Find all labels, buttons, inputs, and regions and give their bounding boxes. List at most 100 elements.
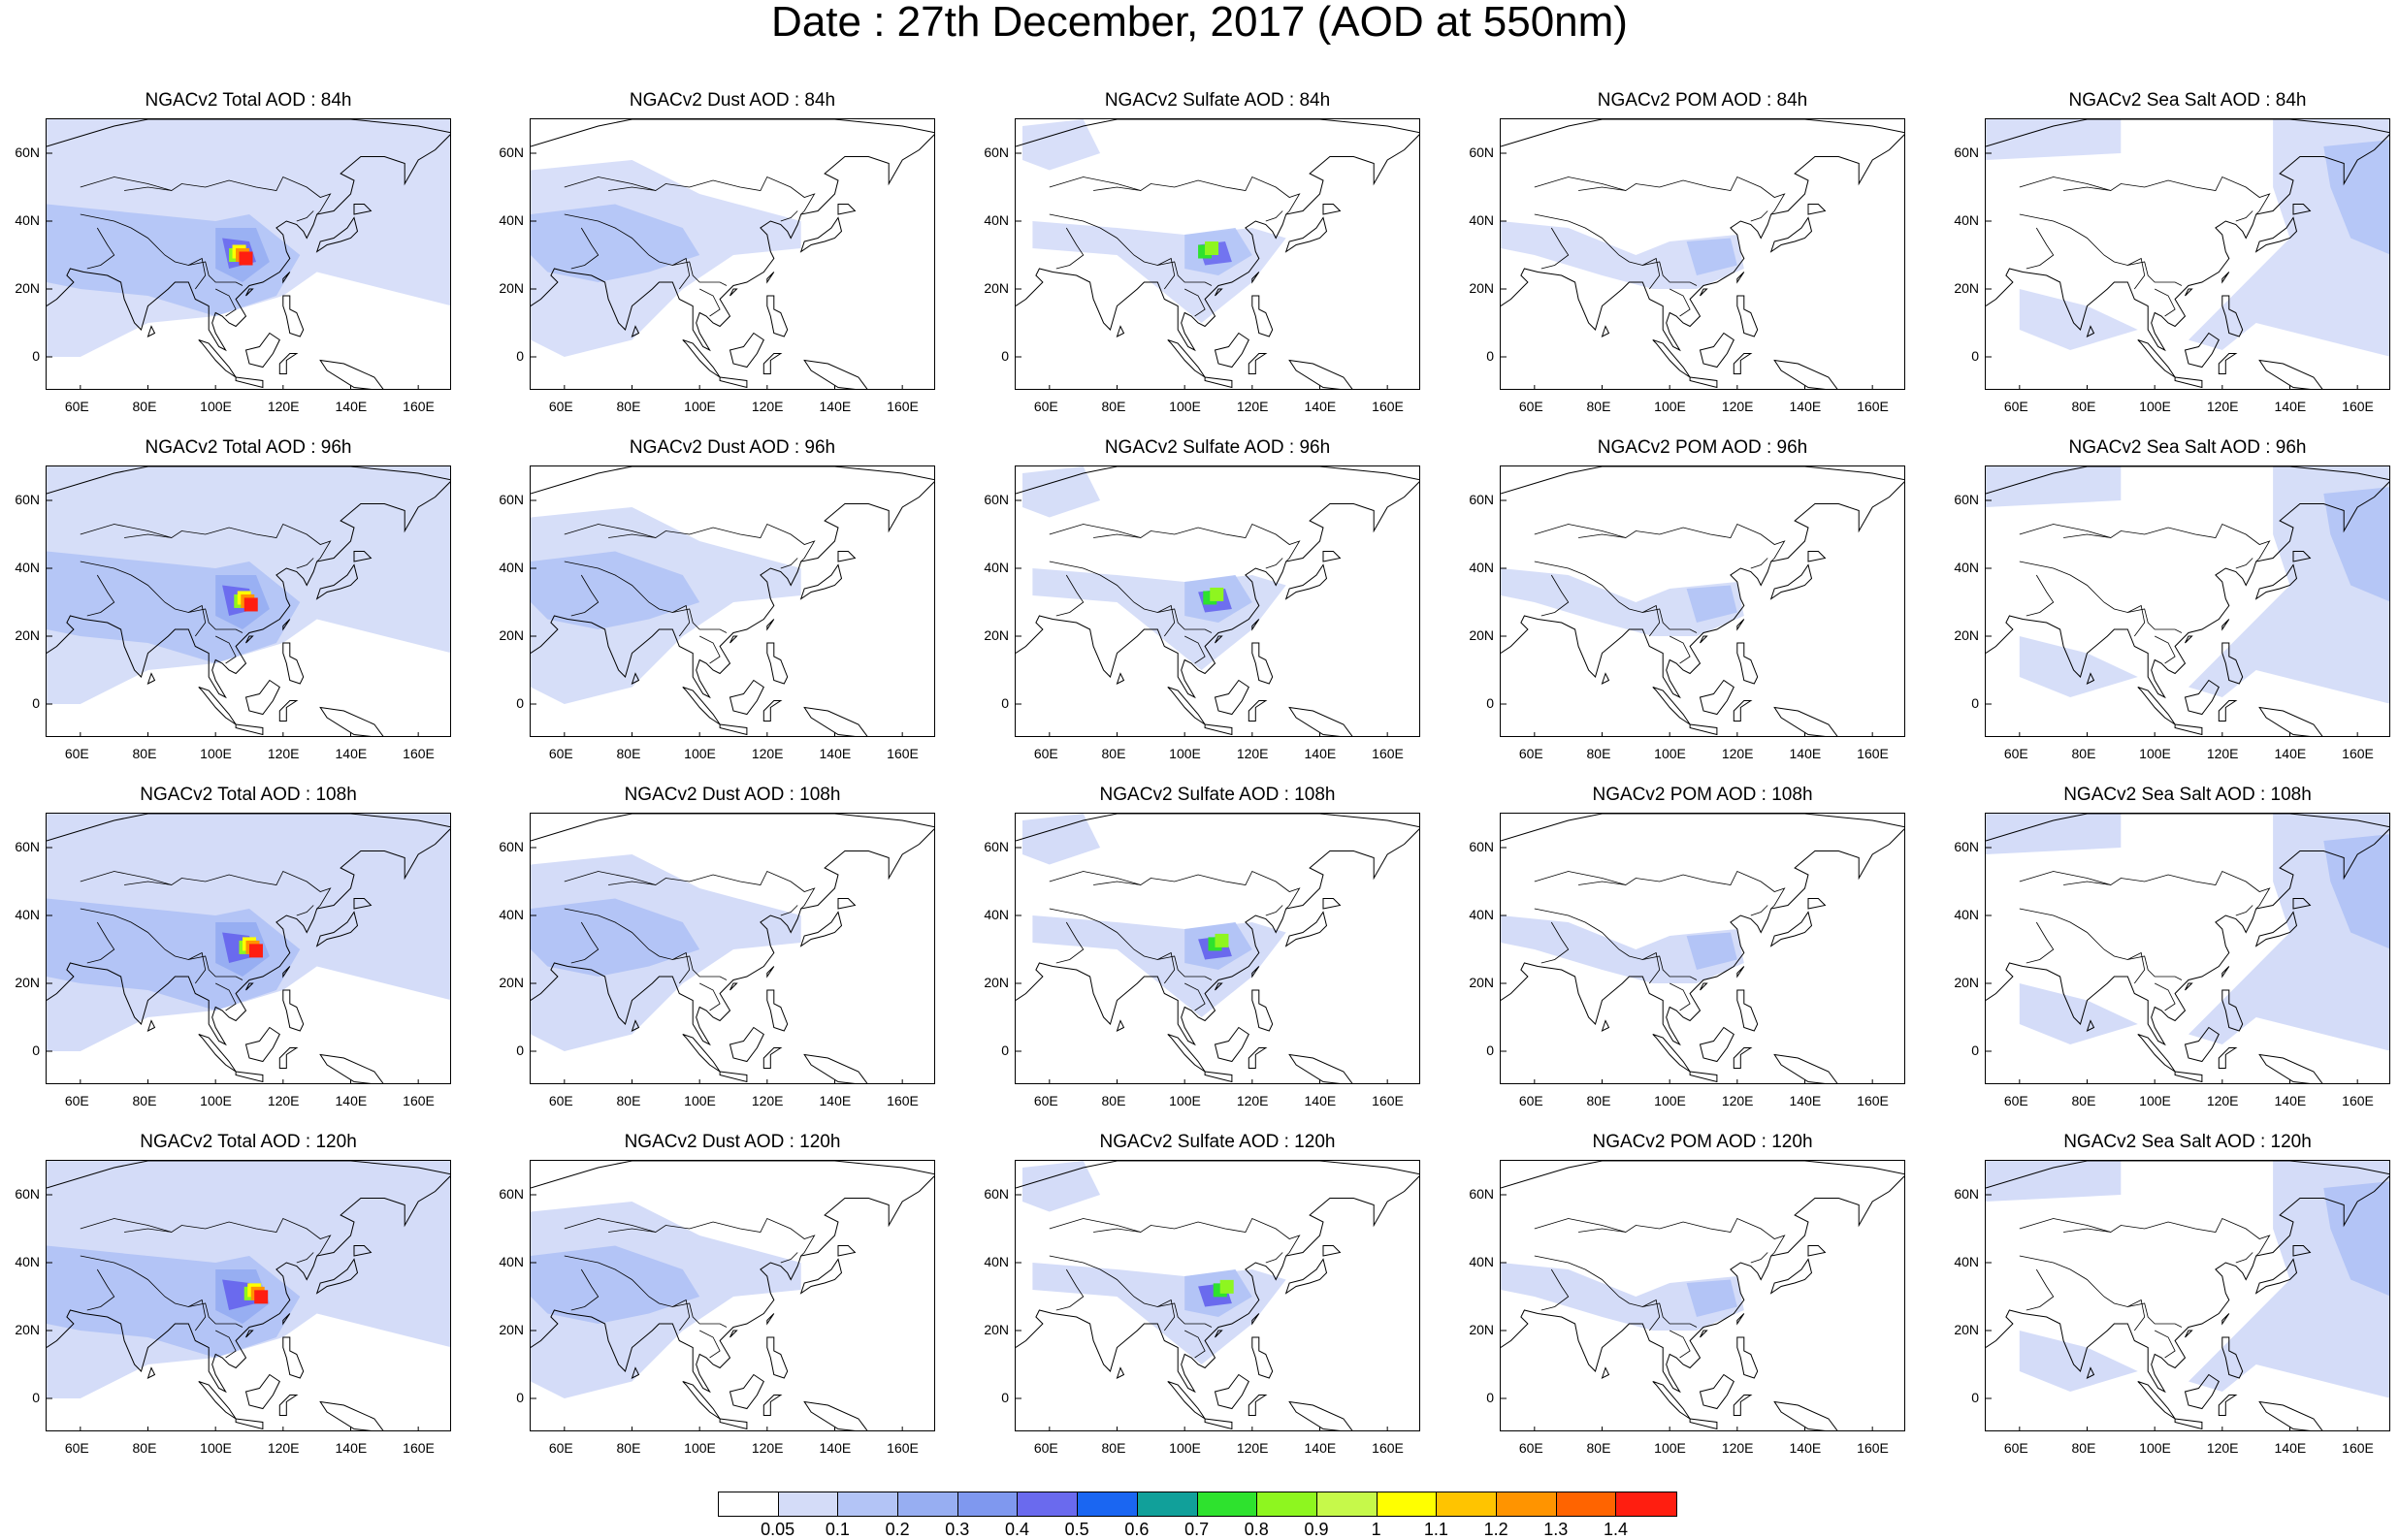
aod-map <box>1016 119 1419 389</box>
lon-tick-label: 120E <box>1236 746 1269 761</box>
lat-tick-label: 0 <box>1486 1390 1494 1405</box>
country-border <box>124 1217 332 1257</box>
country-border <box>564 908 728 980</box>
panel-title: NGACv2 Dust AOD : 108h <box>624 785 841 805</box>
island-outline <box>244 1026 280 1063</box>
map-panel <box>46 813 451 1084</box>
lon-tick-label: 80E <box>616 1093 641 1108</box>
map-panel <box>1015 1160 1420 1431</box>
aod-plume <box>2019 1331 2138 1392</box>
lon-tick-label: 100E <box>2139 399 2171 414</box>
aod-map <box>1016 1161 1419 1430</box>
coastline <box>1016 814 1419 1046</box>
country-border <box>1540 574 1570 617</box>
panel-title: NGACv2 Sea Salt AOD : 108h <box>2063 785 2312 805</box>
lat-tick-label: 40N <box>1469 560 1494 575</box>
colorbar-label: 1.2 <box>1483 1520 1508 1539</box>
aod-plume <box>1686 1279 1737 1317</box>
aod-hotspot <box>1215 933 1229 947</box>
country-border <box>80 1218 173 1233</box>
lon-tick-label: 100E <box>2139 1093 2171 1108</box>
colorbar-swatch <box>838 1492 899 1516</box>
island-outline <box>315 911 359 947</box>
island-outline <box>1700 635 1708 644</box>
lat-tick-label: 60N <box>15 492 40 507</box>
country-border <box>564 524 657 538</box>
island-outline <box>1652 687 1691 725</box>
country-border <box>86 574 115 617</box>
coastline <box>531 1161 934 1394</box>
lon-tick-label: 80E <box>1586 1440 1611 1456</box>
island-outline <box>1204 1418 1233 1430</box>
lat-tick-label: 0 <box>32 695 40 711</box>
island-outline <box>729 982 738 991</box>
country-border <box>1670 288 1691 317</box>
island-outline <box>278 1047 299 1069</box>
island-outline <box>1736 619 1745 631</box>
coastline <box>47 1161 450 1394</box>
island-outline <box>799 911 843 947</box>
island-outline <box>1699 679 1734 716</box>
lon-tick-label: 80E <box>1101 1440 1126 1456</box>
coastline <box>531 466 934 699</box>
island-outline <box>2184 679 2220 716</box>
country-border <box>1534 176 1627 191</box>
country-border <box>1750 558 1768 569</box>
lat-tick-label: 40N <box>1469 907 1494 922</box>
lon-tick-label: 80E <box>132 1093 157 1108</box>
lon-tick-label: 160E <box>887 746 919 761</box>
lon-tick-label: 60E <box>548 1093 573 1108</box>
colorbar-label: 0.9 <box>1304 1520 1329 1539</box>
lon-tick-label: 60E <box>1033 746 1058 761</box>
island-outline <box>1251 1313 1260 1326</box>
panel-title: NGACv2 Sulfate AOD : 84h <box>1104 90 1331 111</box>
country-border <box>2026 921 2055 964</box>
country-border <box>1055 1268 1085 1311</box>
island-outline <box>2218 1047 2238 1069</box>
lat-tick-label: 0 <box>1001 1390 1009 1405</box>
aod-map <box>531 1161 934 1430</box>
aod-map <box>47 466 450 736</box>
lon-tick-label: 120E <box>267 1093 300 1108</box>
country-border <box>215 288 237 317</box>
lon-tick-label: 60E <box>548 1440 573 1456</box>
country-border <box>86 227 115 270</box>
island-outline <box>1288 359 1353 389</box>
island-outline <box>631 325 640 337</box>
colorbar-swatch <box>1496 1492 1557 1516</box>
panel-title: NGACv2 Total AOD : 96h <box>145 437 352 458</box>
aod-hotspot <box>1210 587 1224 601</box>
island-outline <box>1699 1373 1734 1410</box>
aod-map <box>531 119 934 389</box>
island-outline <box>1204 1071 1233 1083</box>
country-border <box>2019 176 2112 191</box>
island-outline <box>1736 295 1759 337</box>
country-border <box>699 635 721 664</box>
aod-hotspot <box>254 1290 269 1304</box>
island-outline <box>2185 982 2193 991</box>
island-outline <box>1700 1330 1708 1338</box>
island-outline <box>729 288 738 297</box>
island-outline <box>244 679 280 716</box>
colorbar-swatch <box>1616 1492 1676 1516</box>
country-border <box>1093 176 1301 215</box>
island-outline <box>682 1034 721 1073</box>
island-outline <box>1733 700 1753 722</box>
country-border <box>564 561 728 633</box>
country-border <box>2127 951 2146 984</box>
lat-tick-label: 20N <box>984 975 1009 990</box>
island-outline <box>1733 1047 1753 1069</box>
lon-tick-label: 80E <box>2071 1440 2096 1456</box>
island-outline <box>2221 272 2230 284</box>
map-panel <box>1985 118 2390 390</box>
island-outline <box>766 989 789 1032</box>
island-outline <box>2174 1418 2203 1430</box>
aod-plume <box>2323 1181 2389 1297</box>
country-border <box>124 523 332 562</box>
island-outline <box>1251 642 1274 685</box>
lat-tick-label: 40N <box>1469 1254 1494 1269</box>
lon-tick-label: 120E <box>1236 1093 1269 1108</box>
lat-tick-label: 60N <box>1954 492 1979 507</box>
lon-tick-label: 140E <box>819 1440 852 1456</box>
lon-tick-label: 160E <box>2342 1093 2374 1108</box>
